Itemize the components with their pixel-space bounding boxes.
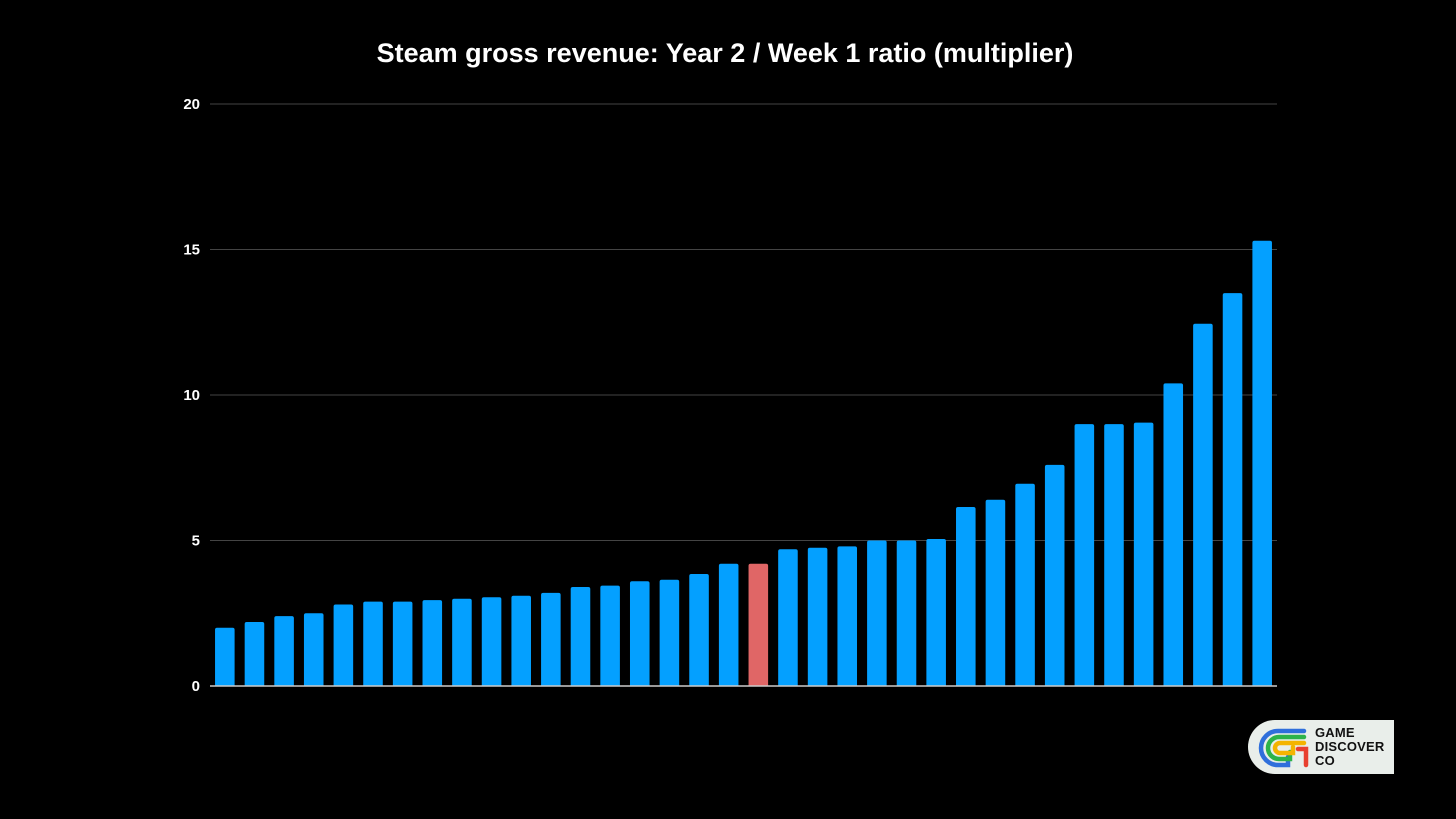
bar <box>659 579 680 686</box>
logo-line-1: GAME <box>1315 725 1355 740</box>
bar <box>985 499 1006 686</box>
bar <box>689 573 709 686</box>
bar <box>303 613 324 686</box>
bar <box>1104 424 1124 686</box>
y-axis-ticks: 0 5 10 15 20 <box>183 96 200 695</box>
bar <box>1074 424 1095 686</box>
game-discover-co-logo: GAME DISCOVER CO <box>1248 720 1394 774</box>
bar <box>1133 422 1154 686</box>
bar <box>244 621 265 686</box>
logo-wordmark: GAME DISCOVER CO <box>1315 726 1385 768</box>
logo-line-3: CO <box>1315 753 1335 768</box>
bar <box>1163 383 1184 686</box>
bar <box>600 585 620 686</box>
bar <box>629 581 650 686</box>
bar <box>274 616 294 686</box>
bar <box>956 507 976 686</box>
bar <box>926 539 946 686</box>
bar <box>215 627 235 686</box>
bar <box>837 546 858 686</box>
logo-line-2: DISCOVER <box>1315 739 1385 754</box>
y-tick-label: 0 <box>192 678 200 695</box>
gridlines <box>210 103 1277 541</box>
bar <box>363 601 383 686</box>
bar <box>867 540 887 686</box>
bar <box>422 600 443 686</box>
bar <box>1193 323 1213 686</box>
bar <box>511 595 531 686</box>
bar <box>1044 464 1065 686</box>
bar <box>570 587 591 686</box>
bar <box>452 598 472 686</box>
bar <box>778 549 798 686</box>
y-tick-label: 15 <box>183 242 200 259</box>
chart-title: Steam gross revenue: Year 2 / Week 1 rat… <box>376 38 1074 68</box>
highlighted-bar <box>748 563 769 686</box>
bar <box>541 592 561 686</box>
y-tick-label: 20 <box>183 96 200 113</box>
bar <box>1252 240 1272 686</box>
logo-mark-icon <box>1258 728 1309 768</box>
bar <box>1015 483 1035 686</box>
bar <box>392 601 413 686</box>
bar <box>718 563 739 686</box>
bar <box>807 547 828 686</box>
bar <box>1222 293 1243 686</box>
bar <box>481 597 502 686</box>
y-tick-label: 5 <box>192 533 200 550</box>
bars <box>215 240 1272 686</box>
bar <box>896 540 917 686</box>
bar <box>333 604 354 686</box>
y-tick-label: 10 <box>183 387 200 404</box>
